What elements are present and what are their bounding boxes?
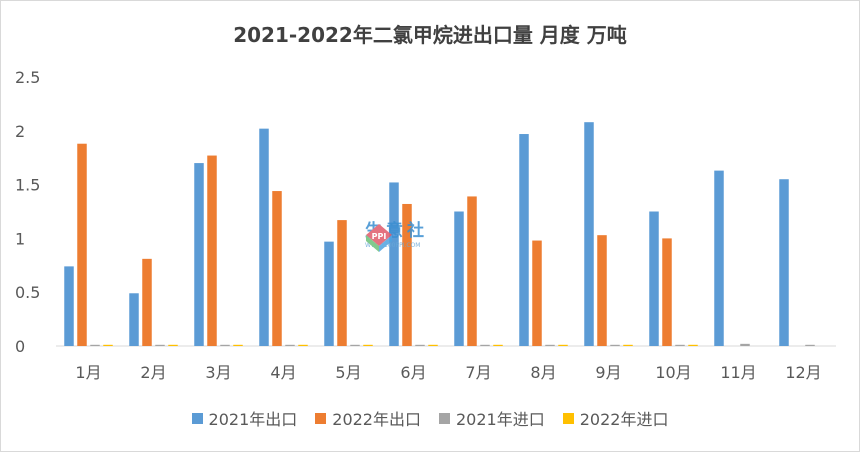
bar [688, 344, 698, 346]
x-tick-label: 7月 [465, 363, 491, 382]
bar [740, 343, 750, 346]
bar [272, 191, 282, 346]
watermark-logo-text: PPI [372, 232, 387, 241]
x-tick-label: 1月 [75, 363, 101, 382]
y-tick-label: 2.5 [15, 68, 40, 87]
bar [324, 241, 334, 346]
bar [402, 203, 412, 346]
bar [662, 238, 672, 346]
bar [207, 155, 217, 346]
legend-label: 2021年出口 [208, 410, 298, 429]
bar [194, 163, 204, 346]
bar [623, 344, 633, 346]
legend-label: 2021年进口 [456, 410, 545, 429]
bar [337, 220, 347, 346]
legend-item: 2022年出口 [315, 406, 421, 430]
bar [428, 344, 438, 346]
bar [805, 344, 815, 346]
bar [454, 211, 464, 346]
bar [779, 179, 789, 346]
bar [584, 122, 594, 346]
bar [103, 344, 113, 346]
bar [285, 344, 295, 346]
legend-swatch [562, 412, 574, 424]
y-tick-label: 2 [15, 122, 25, 141]
bar [129, 293, 139, 346]
bar [77, 143, 87, 346]
bar [649, 211, 659, 346]
x-tick-label: 8月 [530, 363, 556, 382]
y-tick-label: 0.5 [15, 283, 40, 302]
y-tick-label: 0 [15, 337, 25, 356]
bar [142, 258, 152, 346]
bar [597, 235, 607, 346]
x-tick-label: 5月 [335, 363, 361, 382]
bar [675, 344, 685, 346]
bar [389, 182, 399, 346]
x-tick-label: 4月 [270, 363, 296, 382]
bar [220, 344, 230, 346]
bar [168, 344, 178, 346]
bar [519, 134, 529, 346]
x-tick-label: 6月 [400, 363, 426, 382]
legend: 2021年出口 2022年出口 2021年进口 2022年进口 [1, 406, 859, 430]
bar [532, 240, 542, 346]
legend-item: 2021年出口 [191, 406, 298, 430]
bar [233, 344, 243, 346]
bar [558, 344, 568, 346]
legend-swatch [439, 412, 450, 424]
bar [493, 344, 503, 346]
x-tick-label: 3月 [205, 363, 231, 382]
bar [259, 128, 269, 346]
x-tick-label: 11月 [720, 363, 756, 382]
legend-label: 2022年出口 [332, 410, 421, 429]
x-tick-label: 2月 [140, 363, 166, 382]
chart-title: 2021-2022年二氯甲烷进出口量 月度 万吨 [233, 23, 627, 47]
watermark-sub: WWW.100PPI.COM [365, 242, 421, 249]
bar [480, 344, 490, 346]
legend-item: 2022年进口 [562, 406, 669, 430]
legend-label: 2022年进口 [579, 410, 669, 429]
bar [714, 170, 724, 346]
bar [363, 344, 373, 346]
bar [350, 344, 360, 346]
watermark-logo-icon: PPI [366, 224, 392, 252]
bar [545, 344, 555, 346]
bar [467, 196, 477, 346]
bar [155, 344, 165, 346]
legend-swatch [315, 412, 327, 424]
y-tick-label: 1.5 [15, 176, 40, 195]
bar [90, 344, 100, 346]
legend-item: 2021年进口 [439, 406, 545, 430]
legend-swatch [191, 412, 203, 424]
x-tick-label: 9月 [595, 363, 621, 382]
bar [415, 344, 425, 346]
bar [298, 344, 308, 346]
bar [64, 266, 74, 346]
y-tick-label: 1 [15, 229, 25, 248]
x-tick-label: 12月 [785, 363, 821, 382]
bar [610, 344, 620, 346]
x-tick-label: 10月 [655, 363, 691, 382]
watermark: PPI 生意社 WWW.100PPI.COM [365, 223, 428, 252]
